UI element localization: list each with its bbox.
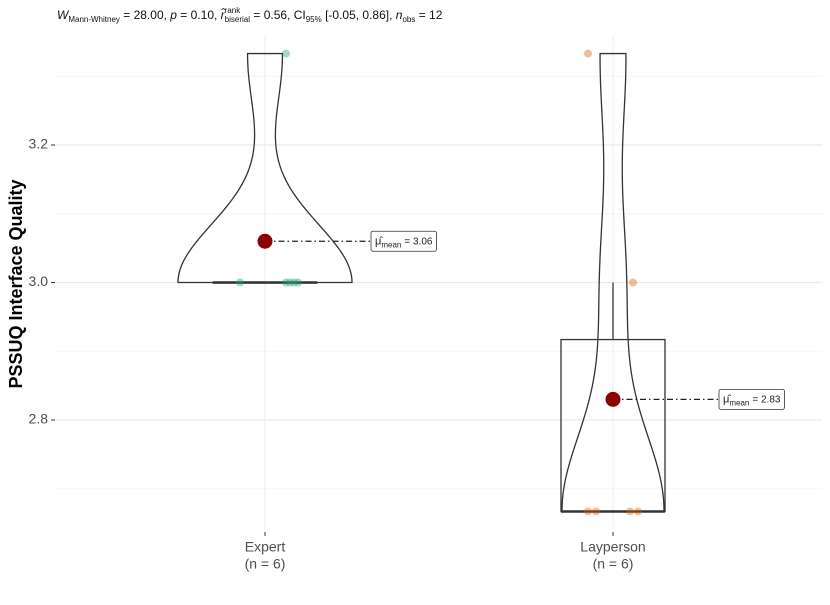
violin [561, 52, 665, 513]
mean-label: μ̂ mean = 2.83 [718, 388, 785, 410]
mean-symbol: μ̂ [375, 235, 383, 247]
data-point [629, 278, 637, 287]
subtitle-text: = 0.56, CI [250, 8, 306, 22]
data-point [294, 278, 302, 287]
data-point [584, 49, 592, 58]
subtitle-subscript: obs [402, 15, 415, 24]
subtitle-text: [-0.05, 0.86], [322, 8, 396, 22]
subtitle-subscript: Mann-Whitney [68, 15, 120, 24]
y-tick-label: 3.2 [29, 136, 49, 152]
subtitle-text: = 0.10, [177, 8, 221, 22]
mean-subscript: mean [381, 240, 401, 249]
mean-subscript: mean [729, 398, 749, 407]
mean-value-label: = 2.83 [752, 394, 781, 405]
x-tick-label: Layperson [580, 539, 645, 555]
mean-value-label: = 3.06 [404, 236, 433, 247]
data-point [592, 507, 600, 516]
violin [177, 52, 353, 284]
subtitle-subscript: biserial [225, 15, 251, 24]
data-point [634, 507, 642, 516]
data-point [584, 507, 592, 516]
y-axis-title: PSSUQ Interface Quality [6, 179, 26, 388]
subtitle-text: r̂ [221, 7, 226, 22]
subtitle-subscript: 95% [306, 15, 322, 24]
mean-label-box [370, 230, 437, 252]
subtitle-text: = 12 [415, 8, 442, 22]
y-tick-label: 2.8 [29, 411, 49, 427]
data-point [290, 278, 298, 287]
x-count-label: (n = 6) [593, 556, 634, 572]
subtitle-text: n [396, 8, 403, 22]
x-count-label: (n = 6) [245, 556, 286, 572]
data-point [626, 507, 634, 516]
y-tick-label: 3.0 [29, 273, 49, 289]
data-point [282, 278, 290, 287]
x-tick-label: Expert [245, 539, 286, 555]
mean-label: μ̂ mean = 3.06 [370, 230, 437, 252]
mean-label-box [718, 388, 785, 410]
subtitle-text: p [169, 8, 177, 22]
mean-point [257, 233, 273, 249]
subtitle-superscript: rank [225, 6, 242, 15]
data-point [282, 49, 290, 58]
data-point [286, 278, 294, 287]
data-point [236, 278, 244, 287]
mean-point [605, 391, 621, 407]
subtitle-text: W [57, 8, 70, 22]
subtitle-text: = 28.00, [120, 8, 170, 22]
mean-symbol: μ̂ [723, 393, 731, 405]
